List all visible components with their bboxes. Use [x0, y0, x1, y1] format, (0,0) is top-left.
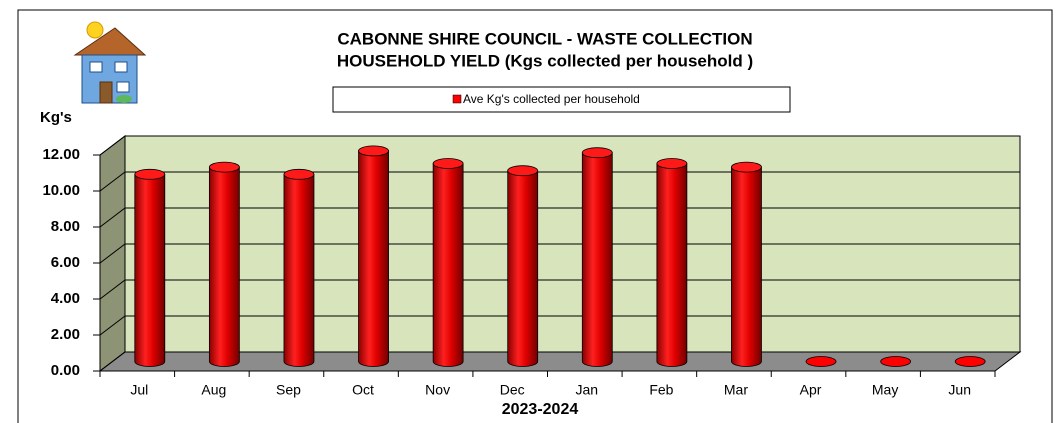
y-tick-label: 2.00	[51, 326, 80, 343]
y-axis-title: Kg's	[40, 109, 72, 126]
x-tick-label: Sep	[276, 382, 301, 398]
bar-top	[432, 158, 464, 169]
x-tick-label: Jun	[948, 382, 971, 398]
bar	[581, 152, 613, 367]
bar-top	[358, 145, 389, 157]
house-icon	[73, 21, 147, 104]
y-tick-label: 8.00	[51, 218, 80, 235]
x-tick-label: Oct	[352, 382, 374, 398]
bar-top	[581, 147, 613, 159]
grid-line	[99, 135, 1020, 156]
x-tick-label: Apr	[800, 382, 822, 398]
y-tick-label: 6.00	[51, 254, 80, 271]
bar	[805, 356, 837, 367]
bar	[954, 356, 986, 367]
x-tick-label: Jan	[576, 382, 599, 398]
grid-line	[99, 315, 1020, 336]
bar-top	[656, 158, 688, 169]
bar-top	[134, 168, 166, 180]
x-tick-label: Feb	[649, 382, 673, 398]
bar	[507, 170, 539, 367]
chart-subtitle: HOUSEHOLD YIELD (Kgs collected per house…	[337, 51, 753, 70]
x-tick-label: Aug	[201, 382, 226, 398]
bar-top	[731, 161, 762, 173]
grid-line	[99, 243, 1020, 264]
bar	[283, 173, 315, 367]
y-tick-label: 0.00	[51, 362, 80, 379]
x-tick-label: Dec	[500, 382, 525, 398]
x-tick-label: Jul	[130, 382, 148, 398]
x-tick-label: May	[872, 382, 898, 398]
bar	[134, 173, 166, 367]
bar	[432, 163, 464, 367]
bar	[656, 163, 688, 367]
grid-line	[99, 171, 1020, 192]
y-tick-label: 12.00	[42, 146, 80, 163]
legend-swatch	[452, 94, 462, 104]
bar-top	[283, 168, 315, 180]
x-axis-title: 2023-2024	[502, 401, 579, 418]
x-tick-label: Mar	[724, 382, 748, 398]
bar	[880, 356, 912, 367]
y-tick-label: 4.00	[51, 290, 80, 307]
y-tick-label: 10.00	[42, 182, 80, 199]
x-tick-label: Nov	[425, 382, 450, 398]
bar	[731, 166, 762, 367]
bar	[358, 150, 389, 367]
grid-line	[99, 207, 1020, 228]
bar-top	[507, 165, 539, 177]
grid-line	[99, 279, 1020, 300]
bar	[208, 166, 240, 367]
legend-box	[332, 86, 791, 113]
bar-top	[208, 161, 240, 173]
grid-line	[99, 351, 1020, 372]
legend-label: Ave Kg's collected per household	[463, 92, 640, 106]
chart-title: CABONNE SHIRE COUNCIL - WASTE COLLECTION	[337, 29, 752, 48]
